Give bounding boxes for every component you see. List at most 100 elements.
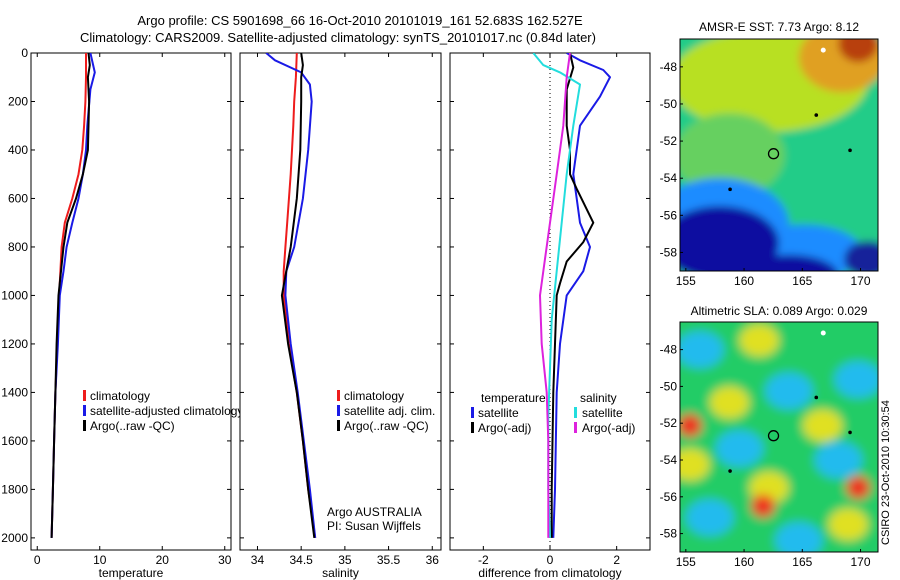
sst-map-frame <box>679 38 879 272</box>
legend-label: climatology <box>90 389 150 403</box>
figure-title: Argo profile: CS 5901698_66 16-Oct-2010 … <box>137 13 583 28</box>
island-marker <box>814 113 819 117</box>
island-marker <box>820 330 826 336</box>
salinity-x-tick-label: 36 <box>426 553 440 567</box>
lat-tick-label: -58 <box>660 527 678 541</box>
sla-low-patch <box>775 522 823 552</box>
lat-tick-label: -52 <box>660 134 678 148</box>
island-marker <box>728 469 732 473</box>
legend-label: satellite <box>582 406 623 420</box>
sst-cold-region <box>740 254 838 271</box>
salinity-x-axis-label: salinity <box>322 566 359 580</box>
legend-swatch <box>83 420 86 431</box>
temperature-plot-frame <box>30 52 232 551</box>
legend-label: Argo(-adj) <box>582 421 635 435</box>
sst-field-clip <box>680 39 878 271</box>
sla-low-patch <box>765 372 813 410</box>
salinity-x-tick-label: 35 <box>338 553 352 567</box>
temperature-profile-chart: 0 200 400 600 800 1000 1200 1400 1600 1800 2000 0 10… <box>1 46 243 580</box>
lat-tick-label: -52 <box>660 416 678 430</box>
salinity-plot-frame <box>239 52 442 551</box>
lat-tick-label: -48 <box>660 60 678 74</box>
legend-label: Argo(..raw -QC) <box>344 419 429 433</box>
legend-label: satellite <box>478 406 519 420</box>
legend-swatch <box>574 422 577 433</box>
legend-swatch <box>471 422 474 433</box>
legend-title-salinity: salinity <box>580 391 617 405</box>
sla-high-patch <box>828 508 869 541</box>
salinity-series-group <box>265 53 317 539</box>
lat-tick-label: -50 <box>660 97 678 111</box>
temperature-x-tick-label: 0 <box>34 553 41 567</box>
lat-tick-label: -50 <box>660 379 678 393</box>
depth-tick-label: 800 <box>8 240 28 254</box>
argo-annotation: Argo AUSTRALIA <box>327 505 422 519</box>
legend-swatch <box>337 405 340 416</box>
sst-hot-patch <box>838 39 878 63</box>
lon-tick-label: 160 <box>734 555 754 569</box>
depth-tick-label: 1200 <box>1 337 28 351</box>
temperature-x-axis-label: temperature <box>99 566 164 580</box>
sla-low-patch <box>834 361 878 398</box>
depth-tick-label: 600 <box>8 191 28 205</box>
lon-tick-label: 155 <box>676 555 696 569</box>
lat-tick-label: -54 <box>660 453 678 467</box>
depth-tick-label: 1800 <box>1 482 28 496</box>
salinity-x-tick-label: 34.5 <box>289 553 313 567</box>
depth-tick-label: 400 <box>8 143 28 157</box>
legend-title-temperature: temperature <box>481 391 546 405</box>
sst-map-title: AMSR-E SST: 7.73 Argo: 8.12 <box>699 20 859 34</box>
legend-swatch <box>471 407 474 418</box>
island-marker <box>848 148 852 153</box>
sst-cold-region <box>844 240 878 271</box>
sla-low-patch <box>680 331 724 368</box>
sla-high-patch <box>739 324 779 357</box>
lon-tick-label: 170 <box>851 274 871 288</box>
lon-tick-label: 165 <box>792 555 812 569</box>
sla-map-frame <box>679 321 879 553</box>
difference-x-axis-label: difference from climatology <box>478 566 621 580</box>
difference-x-tick-label: -2 <box>478 553 489 567</box>
lon-tick-label: 170 <box>851 555 871 569</box>
island-marker <box>820 47 826 53</box>
depth-tick-label: 2000 <box>1 531 28 545</box>
sla-map-title: Altimetric SLA: 0.089 Argo: 0.029 <box>691 304 868 318</box>
depth-tick-label: 1600 <box>1 434 28 448</box>
temperature-x-tick-label: 10 <box>93 553 107 567</box>
salinity-profile-chart: 34 34.5 35 35.5 36 salinity climatologysatelli… <box>239 52 442 580</box>
island-marker <box>728 187 732 192</box>
lat-tick-label: -56 <box>660 208 678 222</box>
legend-swatch <box>574 407 577 418</box>
legend-label: Argo(-adj) <box>478 421 531 435</box>
legend-swatch <box>337 420 340 431</box>
sla-low-patch <box>715 430 764 467</box>
sla-peak-patch <box>846 476 871 500</box>
lon-tick-label: 160 <box>734 274 754 288</box>
sst-map: AMSR-E SST: 7.73 Argo: 8.12 155 160 165 170 -… <box>660 20 879 288</box>
sla-peak-patch <box>751 494 776 518</box>
temperature-series-line <box>50 53 91 538</box>
difference-x-tick-label: 0 <box>547 553 554 567</box>
temperature-x-tick-label: 20 <box>156 553 170 567</box>
sla-map: Altimetric SLA: 0.089 Argo: 0.029 155 160 1… <box>660 304 879 569</box>
salinity-x-tick-label: 34 <box>251 553 265 567</box>
difference-series-line <box>552 53 611 538</box>
sla-high-patch <box>802 409 843 442</box>
profile-location-marker <box>767 148 780 160</box>
depth-tick-label: 200 <box>8 94 28 108</box>
temperature-series-group <box>50 53 96 538</box>
legend-label: climatology <box>344 389 404 403</box>
lat-tick-label: -54 <box>660 171 678 185</box>
sst-mid-patch <box>680 113 785 197</box>
profile-location-marker <box>767 430 780 442</box>
island-marker <box>848 430 852 435</box>
legend-swatch <box>337 390 340 401</box>
pi-annotation: PI: Susan Wijffels <box>327 519 421 533</box>
sla-peak-patch <box>680 414 702 437</box>
legend-label: satellite-adjusted climatology <box>90 404 243 418</box>
credit-label: CSIRO 23-Oct-2010 10:30:54 <box>880 400 892 545</box>
lat-tick-label: -48 <box>660 343 678 357</box>
sla-field <box>680 322 878 552</box>
sla-high-patch <box>680 448 710 481</box>
